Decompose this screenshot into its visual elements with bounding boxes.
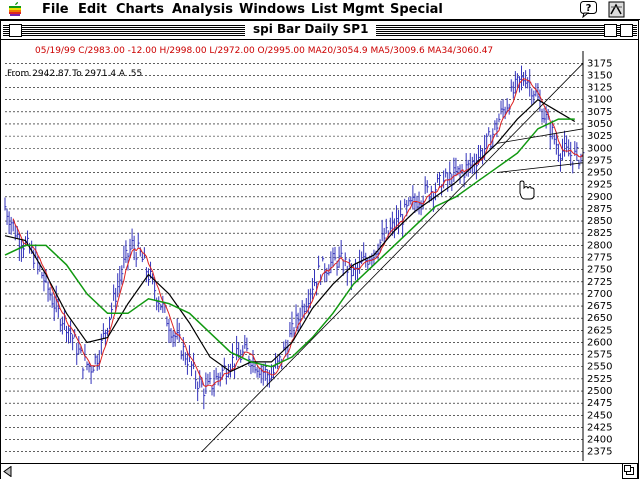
collapse-box-icon[interactable] [620,24,633,37]
y-tick-label: 3150 [587,70,612,81]
y-tick-label: 3000 [587,143,612,154]
menu-list-mgmt[interactable]: List Mgmt [311,2,385,17]
y-tick-label: 3075 [587,107,612,118]
y-tick-label: 2600 [587,337,612,348]
trendline[interactable] [496,128,584,144]
y-tick-label: 2850 [587,216,612,227]
application-icon[interactable] [608,1,625,18]
chart-window: spi Bar Daily SP1 3175 3150 3125 3100 3075 30… [0,20,639,479]
y-tick-label: 2400 [587,435,612,446]
menu-windows[interactable]: Windows [239,2,306,17]
window-title-bar[interactable]: spi Bar Daily SP1 [1,21,638,40]
y-tick-label: 3050 [587,119,612,130]
svg-text:?: ? [586,3,592,14]
y-tick-label: 2475 [587,398,612,409]
y-tick-label: 2950 [587,168,612,179]
y-tick-label: 2625 [587,325,612,336]
ma5-line [12,78,584,388]
menu-file[interactable]: File [42,2,69,17]
y-tick-label: 2675 [587,301,612,312]
y-tick-label: 2750 [587,265,612,276]
y-tick-label: 2825 [587,228,612,239]
ma34-line [4,118,575,368]
y-tick-label: 2925 [587,180,612,191]
menu-charts[interactable]: Charts [116,2,164,17]
horizontal-scrollbar[interactable] [1,463,638,479]
y-tick-label: 2450 [587,410,612,421]
trendline[interactable] [496,162,584,173]
y-tick-label: 2425 [587,422,612,433]
apple-menu-icon[interactable] [7,1,23,17]
y-tick-label: 2725 [587,277,612,288]
y-tick-label: 2775 [587,253,612,264]
trendline[interactable] [201,63,584,452]
zoom-box-icon[interactable] [604,24,617,37]
ma20-line [4,98,576,373]
y-tick-label: 2650 [587,313,612,324]
scroll-left-icon[interactable] [3,466,13,477]
y-tick-label: 3125 [587,83,612,94]
fib-range-label: From 2942.87 To 2971.4 A .55 [7,69,142,79]
grow-box-icon[interactable] [622,463,638,479]
menu-edit[interactable]: Edit [78,2,107,17]
y-tick-label: 2525 [587,374,612,385]
hand-cursor-icon [519,180,535,200]
quote-info-line: 05/19/99 C/2983.00 -12.00 H/2998.00 L/29… [35,46,493,56]
y-tick-label: 3025 [587,131,612,142]
y-tick-label: 2900 [587,192,612,203]
y-tick-label: 3100 [587,95,612,106]
menu-bar: File Edit Charts Analysis Windows List M… [0,0,640,20]
y-tick-label: 2575 [587,350,612,361]
window-title: spi Bar Daily SP1 [245,22,377,36]
y-tick-label: 2800 [587,240,612,251]
menu-analysis[interactable]: Analysis [172,2,233,17]
y-tick-label: 2500 [587,386,612,397]
y-tick-label: 3175 [587,58,612,69]
help-balloon-icon[interactable]: ? [580,1,597,18]
y-tick-label: 2975 [587,155,612,166]
y-tick-label: 2875 [587,204,612,215]
menu-special[interactable]: Special [390,2,443,17]
close-box-icon[interactable] [9,24,22,37]
y-tick-label: 2550 [587,362,612,373]
y-tick-label: 2375 [587,447,612,458]
y-tick-label: 2700 [587,289,612,300]
